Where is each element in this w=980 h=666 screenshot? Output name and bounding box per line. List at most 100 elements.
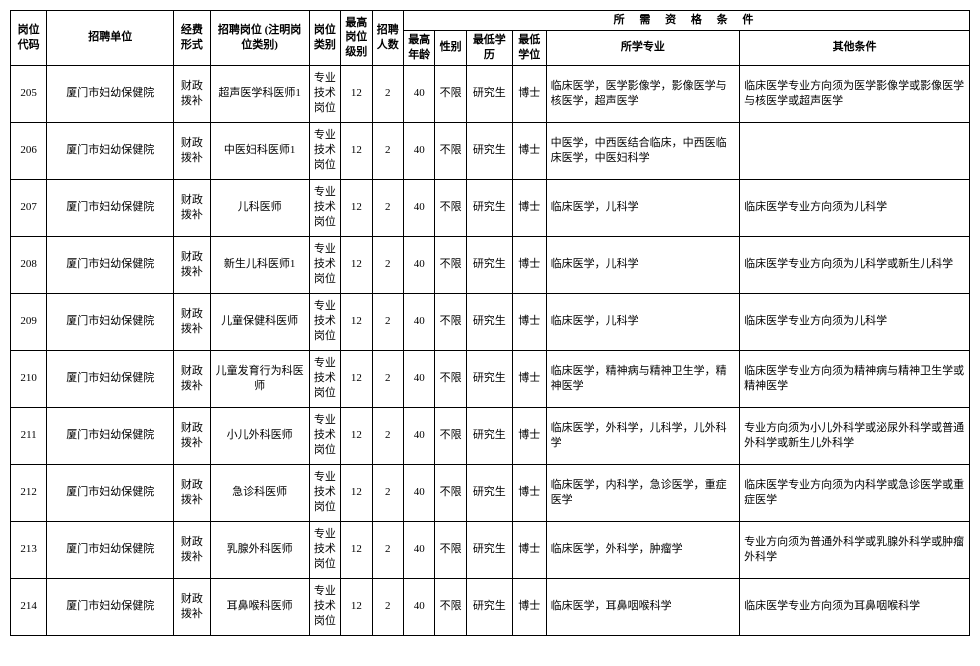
cell-fund: 财政拨补 bbox=[174, 65, 210, 122]
cell-age: 40 bbox=[403, 65, 434, 122]
cell-cat: 专业技术岗位 bbox=[309, 350, 340, 407]
cell-unit: 厦门市妇幼保健院 bbox=[47, 350, 174, 407]
cell-code: 212 bbox=[11, 464, 47, 521]
cell-other: 临床医学专业方向须为医学影像学或影像医学与核医学或超声医学 bbox=[740, 65, 970, 122]
cell-degree: 博士 bbox=[512, 179, 546, 236]
cell-grade: 12 bbox=[341, 236, 372, 293]
cell-cat: 专业技术岗位 bbox=[309, 407, 340, 464]
cell-num: 2 bbox=[372, 65, 403, 122]
cell-cat: 专业技术岗位 bbox=[309, 65, 340, 122]
cell-gender: 不限 bbox=[435, 179, 466, 236]
cell-other: 临床医学专业方向须为耳鼻咽喉科学 bbox=[740, 578, 970, 635]
cell-degree: 博士 bbox=[512, 65, 546, 122]
cell-num: 2 bbox=[372, 350, 403, 407]
table-row: 208厦门市妇幼保健院财政拨补新生儿科医师1专业技术岗位12240不限研究生博士… bbox=[11, 236, 970, 293]
cell-pos: 儿童保健科医师 bbox=[210, 293, 309, 350]
cell-major: 临床医学，耳鼻咽喉科学 bbox=[546, 578, 739, 635]
cell-edu: 研究生 bbox=[466, 122, 512, 179]
cell-unit: 厦门市妇幼保健院 bbox=[47, 464, 174, 521]
cell-edu: 研究生 bbox=[466, 464, 512, 521]
table-row: 213厦门市妇幼保健院财政拨补乳腺外科医师专业技术岗位12240不限研究生博士临… bbox=[11, 521, 970, 578]
cell-code: 210 bbox=[11, 350, 47, 407]
cell-degree: 博士 bbox=[512, 464, 546, 521]
cell-degree: 博士 bbox=[512, 293, 546, 350]
cell-unit: 厦门市妇幼保健院 bbox=[47, 293, 174, 350]
cell-num: 2 bbox=[372, 407, 403, 464]
cell-pos: 新生儿科医师1 bbox=[210, 236, 309, 293]
col-num: 招聘人数 bbox=[372, 11, 403, 66]
cell-major: 临床医学，儿科学 bbox=[546, 236, 739, 293]
cell-other bbox=[740, 122, 970, 179]
cell-degree: 博士 bbox=[512, 350, 546, 407]
cell-fund: 财政拨补 bbox=[174, 578, 210, 635]
col-major: 所学专业 bbox=[546, 30, 739, 65]
cell-pos: 儿童发育行为科医师 bbox=[210, 350, 309, 407]
cell-pos: 急诊科医师 bbox=[210, 464, 309, 521]
cell-age: 40 bbox=[403, 350, 434, 407]
cell-grade: 12 bbox=[341, 65, 372, 122]
cell-other: 专业方向须为普通外科学或乳腺外科学或肿瘤外科学 bbox=[740, 521, 970, 578]
cell-grade: 12 bbox=[341, 293, 372, 350]
cell-fund: 财政拨补 bbox=[174, 236, 210, 293]
cell-num: 2 bbox=[372, 464, 403, 521]
recruitment-table: 岗位代码 招聘单位 经费形式 招聘岗位 (注明岗位类别) 岗位类别 最高岗位级别… bbox=[10, 10, 970, 636]
cell-major: 中医学，中西医结合临床，中西医临床医学，中医妇科学 bbox=[546, 122, 739, 179]
cell-major: 临床医学，外科学，肿瘤学 bbox=[546, 521, 739, 578]
cell-unit: 厦门市妇幼保健院 bbox=[47, 578, 174, 635]
cell-other: 专业方向须为小儿外科学或泌尿外科学或普通外科学或新生儿外科学 bbox=[740, 407, 970, 464]
cell-edu: 研究生 bbox=[466, 65, 512, 122]
cell-edu: 研究生 bbox=[466, 179, 512, 236]
cell-major: 临床医学，医学影像学，影像医学与核医学，超声医学 bbox=[546, 65, 739, 122]
cell-num: 2 bbox=[372, 122, 403, 179]
cell-major: 临床医学，外科学，儿科学，儿外科学 bbox=[546, 407, 739, 464]
cell-grade: 12 bbox=[341, 578, 372, 635]
cell-age: 40 bbox=[403, 122, 434, 179]
cell-gender: 不限 bbox=[435, 350, 466, 407]
cell-gender: 不限 bbox=[435, 464, 466, 521]
cell-cat: 专业技术岗位 bbox=[309, 464, 340, 521]
col-edu: 最低学历 bbox=[466, 30, 512, 65]
cell-grade: 12 bbox=[341, 350, 372, 407]
cell-pos: 耳鼻喉科医师 bbox=[210, 578, 309, 635]
cell-code: 214 bbox=[11, 578, 47, 635]
cell-gender: 不限 bbox=[435, 578, 466, 635]
cell-gender: 不限 bbox=[435, 236, 466, 293]
cell-age: 40 bbox=[403, 179, 434, 236]
cell-major: 临床医学，儿科学 bbox=[546, 179, 739, 236]
cell-degree: 博士 bbox=[512, 578, 546, 635]
cell-grade: 12 bbox=[341, 179, 372, 236]
cell-major: 临床医学，儿科学 bbox=[546, 293, 739, 350]
cell-fund: 财政拨补 bbox=[174, 464, 210, 521]
cell-age: 40 bbox=[403, 578, 434, 635]
table-row: 207厦门市妇幼保健院财政拨补儿科医师专业技术岗位12240不限研究生博士临床医… bbox=[11, 179, 970, 236]
cell-cat: 专业技术岗位 bbox=[309, 122, 340, 179]
table-row: 212厦门市妇幼保健院财政拨补急诊科医师专业技术岗位12240不限研究生博士临床… bbox=[11, 464, 970, 521]
cell-num: 2 bbox=[372, 578, 403, 635]
cell-pos: 中医妇科医师1 bbox=[210, 122, 309, 179]
cell-gender: 不限 bbox=[435, 521, 466, 578]
col-other: 其他条件 bbox=[740, 30, 970, 65]
cell-cat: 专业技术岗位 bbox=[309, 236, 340, 293]
cell-edu: 研究生 bbox=[466, 521, 512, 578]
cell-gender: 不限 bbox=[435, 122, 466, 179]
cell-num: 2 bbox=[372, 179, 403, 236]
cell-unit: 厦门市妇幼保健院 bbox=[47, 236, 174, 293]
cell-gender: 不限 bbox=[435, 65, 466, 122]
cell-unit: 厦门市妇幼保健院 bbox=[47, 65, 174, 122]
cell-cat: 专业技术岗位 bbox=[309, 179, 340, 236]
col-gender: 性别 bbox=[435, 30, 466, 65]
cell-fund: 财政拨补 bbox=[174, 350, 210, 407]
cell-other: 临床医学专业方向须为儿科学 bbox=[740, 293, 970, 350]
cell-degree: 博士 bbox=[512, 521, 546, 578]
col-unit: 招聘单位 bbox=[47, 11, 174, 66]
cell-fund: 财政拨补 bbox=[174, 122, 210, 179]
cell-edu: 研究生 bbox=[466, 350, 512, 407]
cell-fund: 财政拨补 bbox=[174, 407, 210, 464]
table-row: 211厦门市妇幼保健院财政拨补小儿外科医师专业技术岗位12240不限研究生博士临… bbox=[11, 407, 970, 464]
cell-cat: 专业技术岗位 bbox=[309, 521, 340, 578]
col-degree: 最低学位 bbox=[512, 30, 546, 65]
col-fund: 经费形式 bbox=[174, 11, 210, 66]
cell-other: 临床医学专业方向须为精神病与精神卫生学或精神医学 bbox=[740, 350, 970, 407]
cell-edu: 研究生 bbox=[466, 236, 512, 293]
cell-code: 213 bbox=[11, 521, 47, 578]
